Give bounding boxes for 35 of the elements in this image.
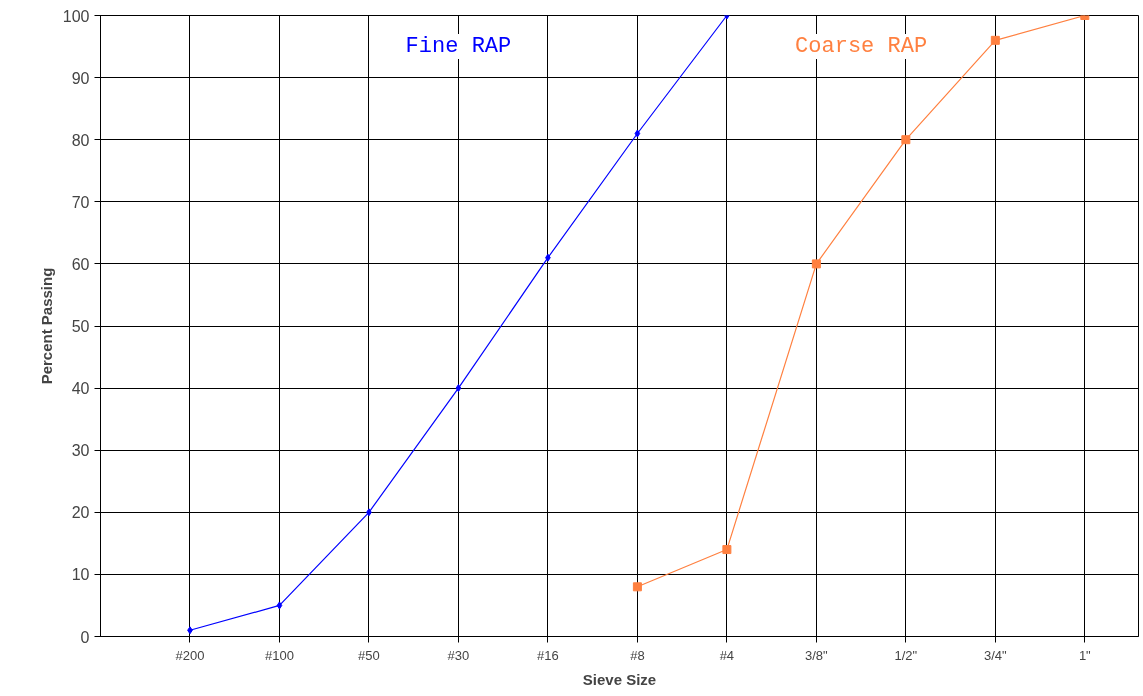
y-tick-label: 70: [71, 193, 90, 211]
x-tick-label: #8: [630, 647, 645, 663]
point: [455, 384, 462, 393]
x-tick-label: 3/4": [983, 647, 1008, 663]
y-tick-label: 30: [71, 442, 90, 460]
y-tick-label: 0: [80, 628, 90, 646]
y-axis-title: Percent Passing: [37, 267, 55, 385]
y-tick-label: 40: [71, 380, 90, 398]
x-tick-label: #50: [358, 647, 380, 663]
x-tick-label: 3/8": [805, 647, 829, 663]
point: [990, 35, 1000, 45]
x-axis-title: Sieve Size: [582, 670, 657, 688]
point: [901, 135, 911, 145]
x-tick-label: #100: [265, 647, 294, 663]
point: [811, 259, 821, 269]
series-label: Coarse RAP: [795, 34, 928, 60]
y-tick-label: 90: [71, 69, 90, 87]
text: Fine RAP: [405, 34, 512, 60]
point: [722, 545, 732, 555]
point: [276, 601, 283, 610]
x-tick-label: 1": [1078, 647, 1092, 663]
y-tick-label: 60: [71, 255, 90, 273]
x-tick-label: #30: [447, 647, 470, 663]
y-tick-label: 10: [71, 566, 90, 584]
x-tick-label: 1/2": [894, 647, 918, 663]
point: [724, 15, 730, 20]
x-tick-label: #4: [719, 647, 735, 663]
point: [632, 582, 642, 592]
y-tick-label: 20: [71, 504, 90, 522]
point: [634, 129, 641, 138]
y-tick-label: 80: [71, 131, 90, 149]
y-tick-label: 100: [62, 7, 90, 25]
x-tick-label: #16: [537, 647, 559, 663]
y-tick-label: 50: [71, 318, 90, 335]
x-tick-label: #200: [175, 647, 205, 663]
